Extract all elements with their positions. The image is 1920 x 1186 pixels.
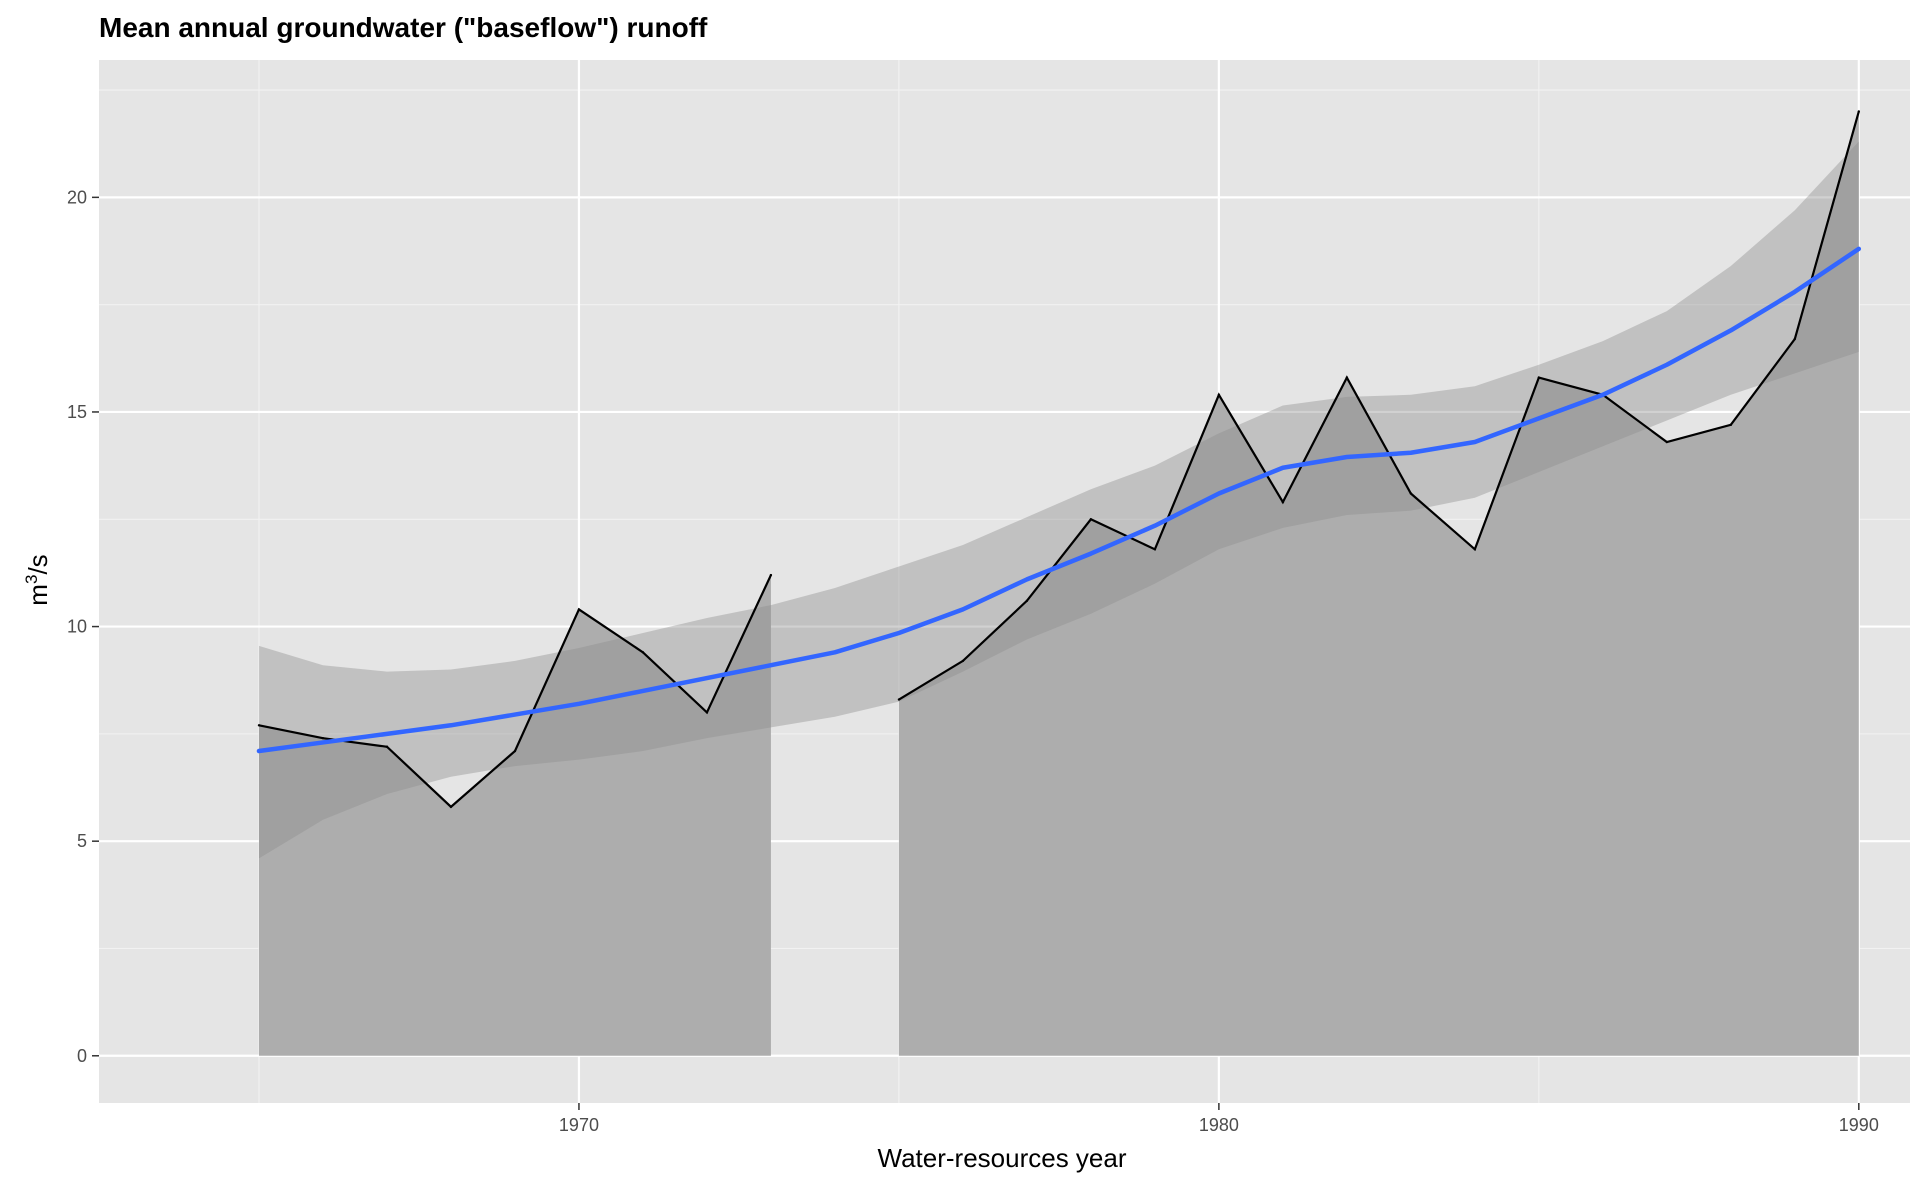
runoff-point	[1857, 110, 1861, 113]
y-axis-ticks: 0 5 10 15 20	[67, 187, 99, 1066]
smooth-trend-layer	[256, 246, 1862, 754]
y-axis-title: m3/s	[22, 554, 53, 605]
runoff-point	[1473, 548, 1477, 551]
x-tick-label: 1970	[559, 1115, 599, 1135]
runoff-point	[1345, 376, 1349, 379]
runoff-area	[258, 575, 771, 1056]
confidence-ribbon-layer	[258, 141, 1859, 859]
runoff-point	[897, 698, 901, 701]
runoff-area-layer	[258, 111, 1859, 1056]
runoff-point	[385, 745, 389, 748]
x-tick-label: 1990	[1839, 1115, 1879, 1135]
runoff-point	[961, 659, 965, 663]
runoff-point	[257, 724, 261, 727]
runoff-line	[898, 111, 1860, 701]
runoff-point	[1025, 599, 1029, 603]
runoff-point	[1729, 423, 1733, 427]
runoff-point	[641, 651, 645, 654]
smooth-trend-line	[256, 246, 1862, 754]
runoff-point	[321, 736, 325, 740]
y-tick-label: 20	[67, 187, 87, 207]
runoff-point	[1089, 518, 1093, 521]
y-tick-label: 0	[77, 1046, 87, 1066]
runoff-point	[1409, 492, 1413, 495]
chart-title: Mean annual groundwater ("baseflow") run…	[99, 12, 708, 43]
y-axis-title-tail: /s	[23, 554, 53, 574]
runoff-point	[1153, 548, 1157, 551]
runoff-point	[1217, 393, 1221, 396]
runoff-point	[577, 608, 581, 611]
x-axis-ticks: 1970 1980 1990	[559, 1103, 1879, 1135]
runoff-point	[1665, 440, 1669, 444]
runoff-point	[769, 573, 773, 577]
runoff-point	[449, 805, 453, 809]
runoff-area	[898, 111, 1859, 1056]
x-axis-title: Water-resources year	[878, 1143, 1127, 1173]
x-tick-label: 1980	[1199, 1115, 1239, 1135]
runoff-point	[1537, 376, 1541, 379]
y-axis-title-base: m	[23, 584, 53, 606]
y-tick-label: 5	[77, 831, 87, 851]
y-tick-label: 10	[67, 617, 87, 637]
y-axis-title-superscript: 3	[22, 575, 41, 584]
runoff-point	[1793, 337, 1797, 341]
y-tick-label: 15	[67, 402, 87, 422]
runoff-point	[1281, 500, 1285, 504]
runoff-point	[513, 749, 517, 753]
runoff-point	[705, 711, 709, 714]
confidence-ribbon	[258, 141, 1859, 859]
